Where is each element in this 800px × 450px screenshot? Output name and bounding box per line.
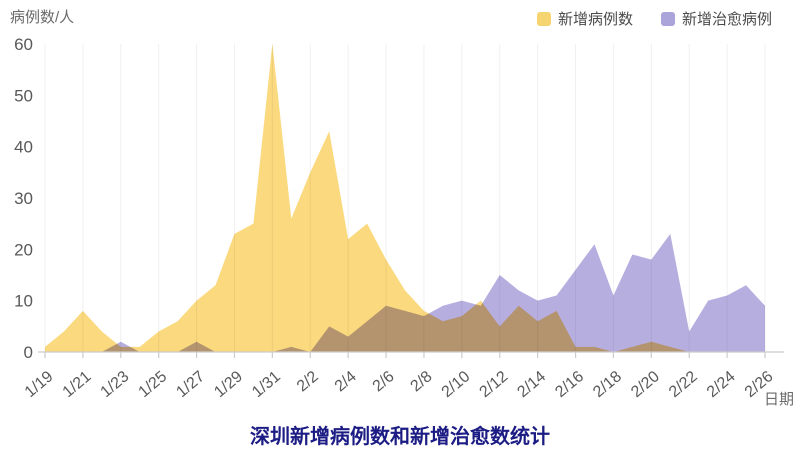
legend-item-new-cured[interactable]: 新增治愈病例 — [660, 8, 772, 29]
svg-text:2/24: 2/24 — [704, 368, 739, 401]
svg-text:20: 20 — [14, 240, 33, 259]
svg-text:1/31: 1/31 — [249, 368, 284, 401]
svg-text:1/21: 1/21 — [60, 368, 95, 401]
svg-text:2/12: 2/12 — [477, 368, 512, 401]
series-1 — [45, 233, 765, 352]
svg-text:2/16: 2/16 — [552, 368, 587, 401]
svg-text:2/6: 2/6 — [370, 368, 398, 395]
y-axis-unit-label: 病例数/人 — [10, 9, 75, 26]
svg-text:40: 40 — [14, 138, 33, 157]
area-chart: 0 10 20 30 40 50 60 1/19 1/21 1/23 1/25 1/27 1/29 1/3… — [14, 35, 784, 401]
svg-text:2/22: 2/22 — [666, 368, 701, 401]
svg-text:1/25: 1/25 — [135, 368, 170, 401]
new-cured-swatch-icon — [660, 11, 675, 26]
svg-text:2/4: 2/4 — [332, 368, 360, 395]
svg-text:1/27: 1/27 — [173, 368, 208, 401]
svg-text:2/8: 2/8 — [408, 368, 436, 395]
svg-text:10: 10 — [14, 292, 33, 311]
area-series — [45, 44, 765, 352]
svg-text:2/14: 2/14 — [514, 368, 549, 401]
svg-text:0: 0 — [24, 343, 33, 362]
svg-text:30: 30 — [14, 189, 33, 208]
x-axis — [38, 351, 784, 358]
new-cases-swatch-icon — [536, 11, 551, 26]
chart-title: 深圳新增病例数和新增治愈数统计 — [250, 426, 550, 448]
legend-item-new-cases[interactable]: 新增病例数 — [536, 8, 633, 29]
legend-label-new-cured: 新增治愈病例 — [681, 11, 772, 28]
svg-text:2/10: 2/10 — [439, 368, 474, 401]
series-0 — [45, 44, 765, 352]
svg-text:2/2: 2/2 — [294, 368, 322, 395]
y-axis-labels: 0 10 20 30 40 50 60 — [14, 35, 33, 362]
svg-text:1/19: 1/19 — [22, 368, 57, 401]
svg-text:60: 60 — [14, 35, 33, 54]
svg-text:1/29: 1/29 — [211, 368, 246, 401]
svg-text:2/20: 2/20 — [628, 368, 663, 401]
x-axis-unit-label: 日期 — [763, 391, 794, 408]
svg-text:50: 50 — [14, 86, 33, 105]
legend-label-new-cases: 新增病例数 — [557, 11, 633, 28]
legend: 新增病例数 新增治愈病例 — [536, 8, 772, 29]
svg-text:1/23: 1/23 — [98, 368, 133, 401]
svg-text:2/18: 2/18 — [590, 368, 625, 401]
gridlines — [44, 44, 766, 352]
x-axis-labels: 1/19 1/21 1/23 1/25 1/27 1/29 1/31 2/2 2/4 2/6 2/8… — [22, 368, 777, 401]
